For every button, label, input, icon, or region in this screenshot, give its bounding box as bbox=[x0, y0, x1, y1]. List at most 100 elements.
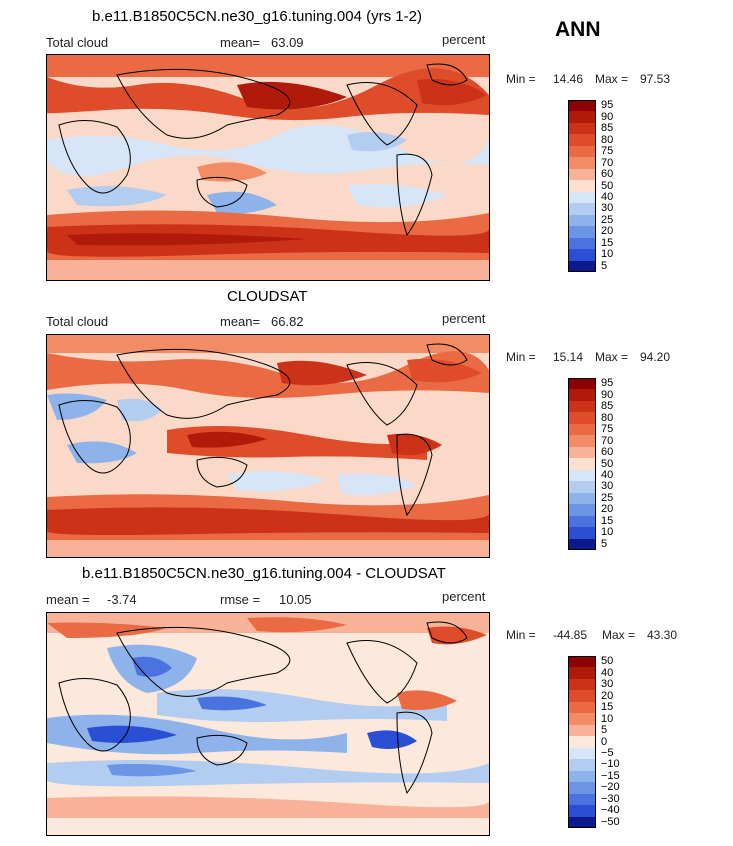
colorbar-swatch bbox=[568, 435, 596, 448]
colorbar-tick-label: −50 bbox=[601, 815, 620, 828]
colorbar-swatch bbox=[568, 770, 596, 783]
panel-model-variable-label: Total cloud bbox=[46, 35, 109, 50]
colorbar-swatch bbox=[568, 423, 596, 436]
panel-model-map-svg bbox=[47, 55, 489, 280]
colorbar-swatch bbox=[568, 782, 596, 795]
colorbar-tick-label: 40 bbox=[601, 190, 614, 203]
colorbar-tick-label: 25 bbox=[601, 491, 614, 504]
colorbar-swatch bbox=[568, 157, 596, 170]
panel-model-mean-value: 63.09 bbox=[271, 35, 304, 50]
panel-diff-mean-label: mean = bbox=[46, 592, 90, 607]
panel-diff-mean-value: -3.74 bbox=[107, 592, 137, 607]
panel-diff-units: percent bbox=[442, 589, 486, 604]
colorbar-tick-label: 10 bbox=[601, 248, 614, 261]
colorbar-tick-label: 90 bbox=[601, 388, 614, 401]
colorbar-tick-label: 80 bbox=[601, 133, 614, 146]
colorbar-tick-label: 85 bbox=[601, 122, 614, 135]
colorbar-tick-label: 5 bbox=[601, 537, 608, 550]
colorbar-tick-label: −5 bbox=[601, 746, 614, 759]
colorbar-tick-label: 15 bbox=[601, 701, 614, 714]
panel-model-units: percent bbox=[442, 32, 486, 47]
colorbar-tick-label: 15 bbox=[601, 514, 614, 527]
panel-model-mean-label: mean= bbox=[220, 35, 261, 50]
colorbar-swatch bbox=[568, 226, 596, 239]
colorbar-swatch bbox=[568, 816, 596, 829]
panel-diff-max-value: 43.30 bbox=[647, 628, 678, 642]
colorbar-tick-label: 75 bbox=[601, 423, 614, 436]
colorbar-swatch bbox=[568, 145, 596, 158]
colorbar-swatch bbox=[568, 458, 596, 471]
colorbar-tick-label: 30 bbox=[601, 480, 614, 493]
colorbar-tick-label: −40 bbox=[601, 804, 620, 817]
colorbar-tick-label: 50 bbox=[601, 655, 614, 668]
colorbar-swatch bbox=[568, 481, 596, 494]
panel-obs-variable-label: Total cloud bbox=[46, 314, 109, 329]
colorbar-swatch bbox=[568, 793, 596, 806]
panel-model-min-value: 14.46 bbox=[553, 72, 584, 86]
panel-obs-mean-value: 66.82 bbox=[271, 314, 304, 329]
colorbar-tick-label: 90 bbox=[601, 110, 614, 123]
panel-diff-min-label: Min = bbox=[506, 628, 536, 642]
panel-obs-colorbar: 95 90 85 80 75 70 60 50 40 30 25 20 15 10 5 bbox=[568, 377, 628, 551]
colorbar-tick-label: 20 bbox=[601, 689, 614, 702]
colorbar-tick-label: 5 bbox=[601, 724, 608, 737]
colorbar-swatch bbox=[568, 122, 596, 135]
colorbar-swatch bbox=[568, 100, 596, 112]
colorbar-swatch bbox=[568, 492, 596, 505]
colorbar-tick-label: 30 bbox=[601, 202, 614, 215]
colorbar-swatch bbox=[568, 515, 596, 528]
colorbar-tick-label: 80 bbox=[601, 411, 614, 424]
panel-obs-map-svg bbox=[47, 335, 489, 557]
panel-diff-colorbar: 50 40 30 20 15 10 5 0 −5 −10 −15 −20 −30 −40 −50 bbox=[568, 655, 638, 829]
colorbar-swatch bbox=[568, 469, 596, 482]
colorbar-tick-label: 20 bbox=[601, 503, 614, 516]
panel-obs-min-value: 15.14 bbox=[553, 350, 584, 364]
colorbar-swatch bbox=[568, 378, 596, 390]
colorbar-tick-label: 40 bbox=[601, 666, 614, 679]
colorbar-swatch bbox=[568, 134, 596, 147]
colorbar-tick-label: 85 bbox=[601, 400, 614, 413]
panel-diff-max-label: Max = bbox=[602, 628, 636, 642]
colorbar-swatch bbox=[568, 667, 596, 680]
colorbar-swatch bbox=[568, 690, 596, 703]
panel-model-map bbox=[46, 54, 490, 281]
colorbar-swatch bbox=[568, 504, 596, 517]
panel-model-max-value: 97.53 bbox=[640, 72, 671, 86]
panel-model-max-label: Max = bbox=[595, 72, 629, 86]
colorbar-swatch bbox=[568, 260, 596, 273]
colorbar-swatch bbox=[568, 111, 596, 124]
colorbar-tick-label: −20 bbox=[601, 781, 620, 794]
colorbar-swatch bbox=[568, 759, 596, 772]
panel-model-min-label: Min = bbox=[506, 72, 536, 86]
colorbar-swatch bbox=[568, 747, 596, 760]
colorbar-swatch bbox=[568, 412, 596, 425]
panel-diff-rmse-label: rmse = bbox=[220, 592, 261, 607]
panel-diff-map-svg bbox=[47, 613, 489, 835]
colorbar-tick-label: 15 bbox=[601, 236, 614, 249]
panel-model-title: b.e11.B1850C5CN.ne30_g16.tuning.004 (yrs… bbox=[92, 8, 422, 25]
colorbar-swatch bbox=[568, 214, 596, 227]
colorbar-swatch bbox=[568, 389, 596, 402]
colorbar-swatch bbox=[568, 656, 596, 668]
colorbar-tick-label: 60 bbox=[601, 446, 614, 459]
colorbar-tick-label: 5 bbox=[601, 259, 608, 272]
panel-obs-title: CLOUDSAT bbox=[227, 288, 308, 305]
panel-obs-max-label: Max = bbox=[595, 350, 629, 364]
colorbar-swatch bbox=[568, 805, 596, 818]
colorbar-tick-label: 70 bbox=[601, 156, 614, 169]
colorbar-swatch bbox=[568, 191, 596, 204]
panel-obs-max-value: 94.20 bbox=[640, 350, 671, 364]
colorbar-tick-label: 10 bbox=[601, 526, 614, 539]
panel-obs-mean-label: mean= bbox=[220, 314, 261, 329]
colorbar-swatch bbox=[568, 180, 596, 193]
colorbar-swatch bbox=[568, 249, 596, 262]
colorbar-swatch bbox=[568, 736, 596, 749]
colorbar-swatch bbox=[568, 527, 596, 540]
panel-obs-map bbox=[46, 334, 490, 558]
panel-diff-min-value: -44.85 bbox=[553, 628, 588, 642]
colorbar-swatch bbox=[568, 724, 596, 737]
colorbar-swatch bbox=[568, 168, 596, 181]
colorbar-tick-label: −15 bbox=[601, 769, 620, 782]
colorbar-swatch bbox=[568, 446, 596, 459]
colorbar-tick-label: 95 bbox=[601, 377, 614, 390]
